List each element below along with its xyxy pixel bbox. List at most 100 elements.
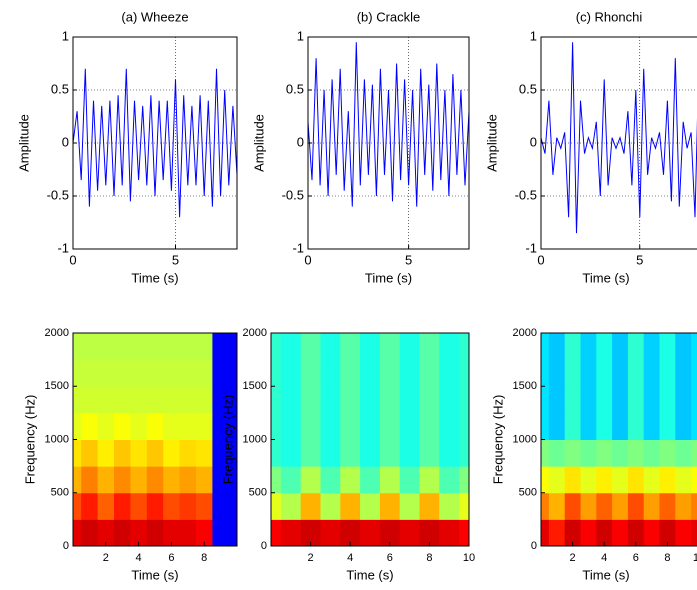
heatmap-cell — [612, 439, 629, 467]
heatmap-cell — [439, 519, 460, 546]
heatmap-cell — [114, 359, 131, 387]
heatmap-cell — [228, 386, 237, 414]
heatmap-cell — [81, 359, 99, 387]
heatmap-cell — [439, 439, 460, 467]
heatmap-cell — [659, 492, 676, 520]
heatmap-cell — [130, 386, 148, 414]
heatmap-cell — [360, 333, 381, 361]
heatmap-cell — [439, 492, 460, 520]
heatmap-cell — [212, 439, 230, 467]
heatmap-cell — [163, 466, 181, 494]
heatmap-cell — [114, 466, 131, 494]
heatmap-cell — [659, 333, 676, 361]
heatmap-cell — [675, 386, 692, 414]
heatmap-cell — [97, 333, 115, 361]
y-tick-label: 0 — [261, 540, 267, 552]
heatmap-cell — [675, 412, 692, 440]
heatmap-cell — [659, 439, 676, 467]
x-axis-label: Time (s) — [582, 567, 629, 582]
heatmap-cell — [271, 412, 282, 440]
heatmap-cell — [643, 492, 660, 520]
heatmap-cell — [280, 412, 302, 440]
heatmap-cell — [81, 412, 99, 440]
heatmap-cell — [612, 519, 629, 546]
x-tick-label: 4 — [601, 552, 607, 564]
heatmap-cell — [659, 386, 676, 414]
heatmap-cell — [596, 386, 613, 414]
heatmap-cell — [580, 466, 597, 494]
heatmap-cell — [300, 333, 321, 361]
heatmap-cell — [596, 519, 613, 546]
heatmap-cell — [459, 386, 469, 414]
heatmap-cell — [73, 466, 82, 494]
heatmap-cell — [675, 466, 692, 494]
heatmap-cell — [564, 439, 581, 467]
heatmap-cell — [271, 386, 282, 414]
heatmap-cell — [675, 439, 692, 467]
heatmap-cell — [541, 386, 550, 414]
heatmap-cell — [419, 492, 440, 520]
heatmap-cell — [564, 466, 581, 494]
heatmap-cell — [541, 359, 550, 387]
heatmap-cell — [596, 412, 613, 440]
waveform — [308, 42, 469, 207]
heatmap-cell — [627, 412, 645, 440]
heatmap-cell — [439, 412, 460, 440]
y-tick-label: 500 — [519, 487, 537, 499]
x-tick-label: 2 — [308, 552, 314, 564]
heatmap-cell — [675, 333, 692, 361]
y-tick-label: 1 — [62, 28, 69, 43]
heatmap-cell — [459, 519, 469, 546]
heatmap-cell — [280, 439, 302, 467]
heatmap-cell — [73, 412, 82, 440]
plot-area — [73, 333, 237, 546]
heatmap-cell — [320, 359, 341, 387]
heatmap-cell — [271, 519, 282, 546]
heatmap-cell — [280, 492, 302, 520]
heatmap-cell — [360, 386, 381, 414]
heatmap-cell — [548, 492, 566, 520]
heatmap-cell — [691, 359, 697, 387]
heatmap-cell — [196, 412, 213, 440]
heatmap-cell — [596, 359, 613, 387]
heatmap-cell — [73, 492, 82, 520]
heatmap-cell — [612, 386, 629, 414]
heatmap-cell — [399, 519, 420, 546]
heatmap-cell — [659, 519, 676, 546]
subplot: 0 500 1000 1500 2000 2 4 6 8 10 Time (s) Frequency … — [220, 327, 475, 583]
heatmap-cell — [399, 333, 420, 361]
y-axis-label: Frequency (Hz) — [490, 395, 505, 485]
heatmap-cell — [548, 519, 566, 546]
y-axis-label: Amplitude — [16, 114, 31, 172]
heatmap-cell — [340, 466, 361, 494]
y-tick-label: -0.5 — [47, 187, 69, 202]
heatmap-cell — [659, 359, 676, 387]
heatmap-cell — [439, 466, 460, 494]
y-tick-label: -0.5 — [282, 187, 304, 202]
heatmap-cell — [399, 466, 420, 494]
heatmap-cell — [643, 519, 660, 546]
heatmap-cell — [675, 359, 692, 387]
heatmap-cell — [541, 492, 550, 520]
x-tick-label: 4 — [347, 552, 353, 564]
heatmap-cell — [212, 466, 230, 494]
heatmap-cell — [360, 466, 381, 494]
heatmap-cell — [280, 466, 302, 494]
heatmap-cell — [130, 333, 148, 361]
heatmap-cell — [564, 359, 581, 387]
heatmap-cell — [580, 439, 597, 467]
heatmap-cell — [320, 412, 341, 440]
heatmap-cell — [612, 333, 629, 361]
heatmap-cell — [548, 439, 566, 467]
x-tick-label: 8 — [664, 552, 670, 564]
heatmap-cell — [97, 466, 115, 494]
heatmap-cell — [97, 386, 115, 414]
heatmap-cell — [340, 439, 361, 467]
heatmap-cell — [212, 492, 230, 520]
heatmap-cell — [627, 386, 645, 414]
x-tick-label: 0 — [304, 252, 311, 267]
heatmap-cell — [146, 439, 164, 467]
x-tick-label: 0 — [537, 252, 544, 267]
heatmap-cell — [541, 519, 550, 546]
y-tick-label: 1500 — [243, 380, 267, 392]
